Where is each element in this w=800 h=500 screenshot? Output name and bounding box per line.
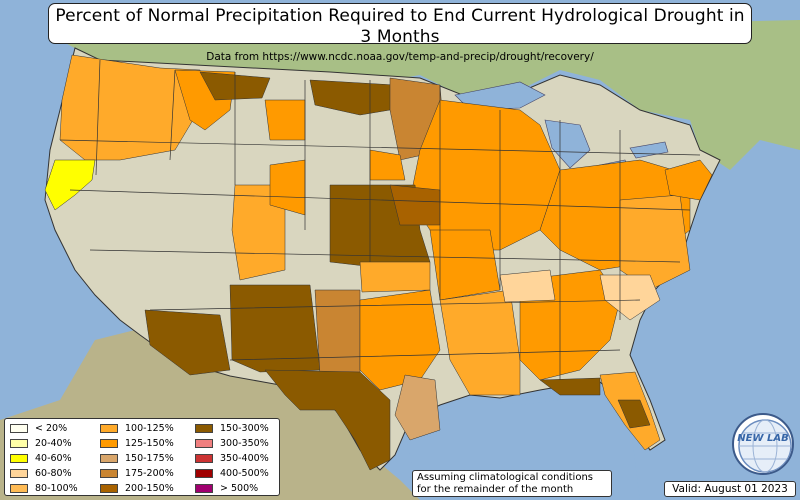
legend-item: < 20%	[10, 422, 67, 435]
region-central-florida	[617, 399, 651, 429]
assumption-note-line-1: Assuming climatological conditions	[417, 472, 593, 483]
globe-icon	[738, 419, 792, 473]
region-wyoming	[264, 99, 306, 141]
legend-item: 350-400%	[195, 452, 269, 465]
legend-label: 300-350%	[220, 438, 269, 449]
legend-label: 125-150%	[125, 438, 174, 449]
legend: < 20% 20-40% 40-60% 60-80% 80-100% 100-125% 12…	[4, 418, 280, 496]
region-kentucky	[499, 269, 556, 303]
legend-item: 60-80%	[10, 467, 72, 480]
region-south-carolina	[599, 274, 661, 321]
legend-swatch	[195, 454, 213, 463]
legend-item: 150-175%	[100, 452, 174, 465]
legend-label: 20-40%	[35, 438, 72, 449]
legend-swatch	[195, 469, 213, 478]
legend-swatch	[10, 454, 28, 463]
legend-swatch	[10, 439, 28, 448]
legend-item: > 500%	[195, 482, 258, 495]
legend-swatch	[10, 484, 28, 493]
canada-land	[60, 20, 800, 170]
title-box: Percent of Normal Precipitation Required…	[48, 3, 752, 63]
logo-text: NEW LAB	[737, 433, 789, 444]
assumption-note: Assuming climatological conditions for t…	[412, 470, 612, 497]
legend-swatch	[195, 424, 213, 433]
map-title: Percent of Normal Precipitation Required…	[55, 6, 745, 47]
legend-swatch	[100, 454, 118, 463]
region-west-texas-ok	[314, 289, 361, 376]
legend-swatch	[100, 424, 118, 433]
legend-item: 175-200%	[100, 467, 174, 480]
region-north-dakota	[309, 79, 396, 116]
legend-label: 100-125%	[125, 423, 174, 434]
region-northern-california	[44, 159, 96, 211]
region-oklahoma	[359, 261, 431, 293]
legend-label: 350-400%	[220, 453, 269, 464]
legend-item: 80-100%	[10, 482, 78, 495]
legend-label: 150-175%	[125, 453, 174, 464]
legend-swatch	[10, 469, 28, 478]
legend-label: 400-500%	[220, 468, 269, 479]
legend-label: 175-200%	[125, 468, 174, 479]
legend-item: 100-125%	[100, 422, 174, 435]
region-texas-south	[264, 369, 391, 471]
region-colorado	[269, 159, 306, 216]
legend-swatch	[195, 484, 213, 493]
legend-swatch	[100, 469, 118, 478]
legend-item: 40-60%	[10, 452, 72, 465]
map-subtitle: Data from https://www.ncdc.noaa.gov/temp…	[206, 51, 594, 63]
region-texas-coast	[394, 374, 441, 441]
valid-date: Valid: August 01 2023	[664, 481, 796, 497]
legend-item: 20-40%	[10, 437, 72, 450]
legend-label: < 20%	[35, 423, 68, 434]
legend-swatch	[100, 439, 118, 448]
legend-item: 150-300%	[195, 422, 269, 435]
legend-label: 80-100%	[35, 483, 78, 494]
region-florida-panhandle	[539, 377, 601, 396]
region-pacific-nw	[59, 54, 206, 161]
legend-label: > 500%	[220, 483, 259, 494]
legend-label: 200-150%	[125, 483, 174, 494]
region-arizona	[144, 309, 231, 376]
legend-item: 125-150%	[100, 437, 174, 450]
legend-swatch	[100, 484, 118, 493]
region-missouri	[429, 229, 501, 301]
legend-swatch	[195, 439, 213, 448]
region-northeast	[664, 159, 713, 201]
legend-item: 200-150%	[100, 482, 174, 495]
legend-swatch	[10, 424, 28, 433]
legend-item: 300-350%	[195, 437, 269, 450]
legend-item: 400-500%	[195, 467, 269, 480]
legend-label: 60-80%	[35, 468, 72, 479]
assumption-note-line-2: for the remainder of the month	[417, 484, 574, 495]
state-boundaries	[59, 59, 701, 380]
lab-logo-icon: NEW LAB	[732, 413, 794, 475]
legend-label: 40-60%	[35, 453, 72, 464]
legend-label: 150-300%	[220, 423, 269, 434]
